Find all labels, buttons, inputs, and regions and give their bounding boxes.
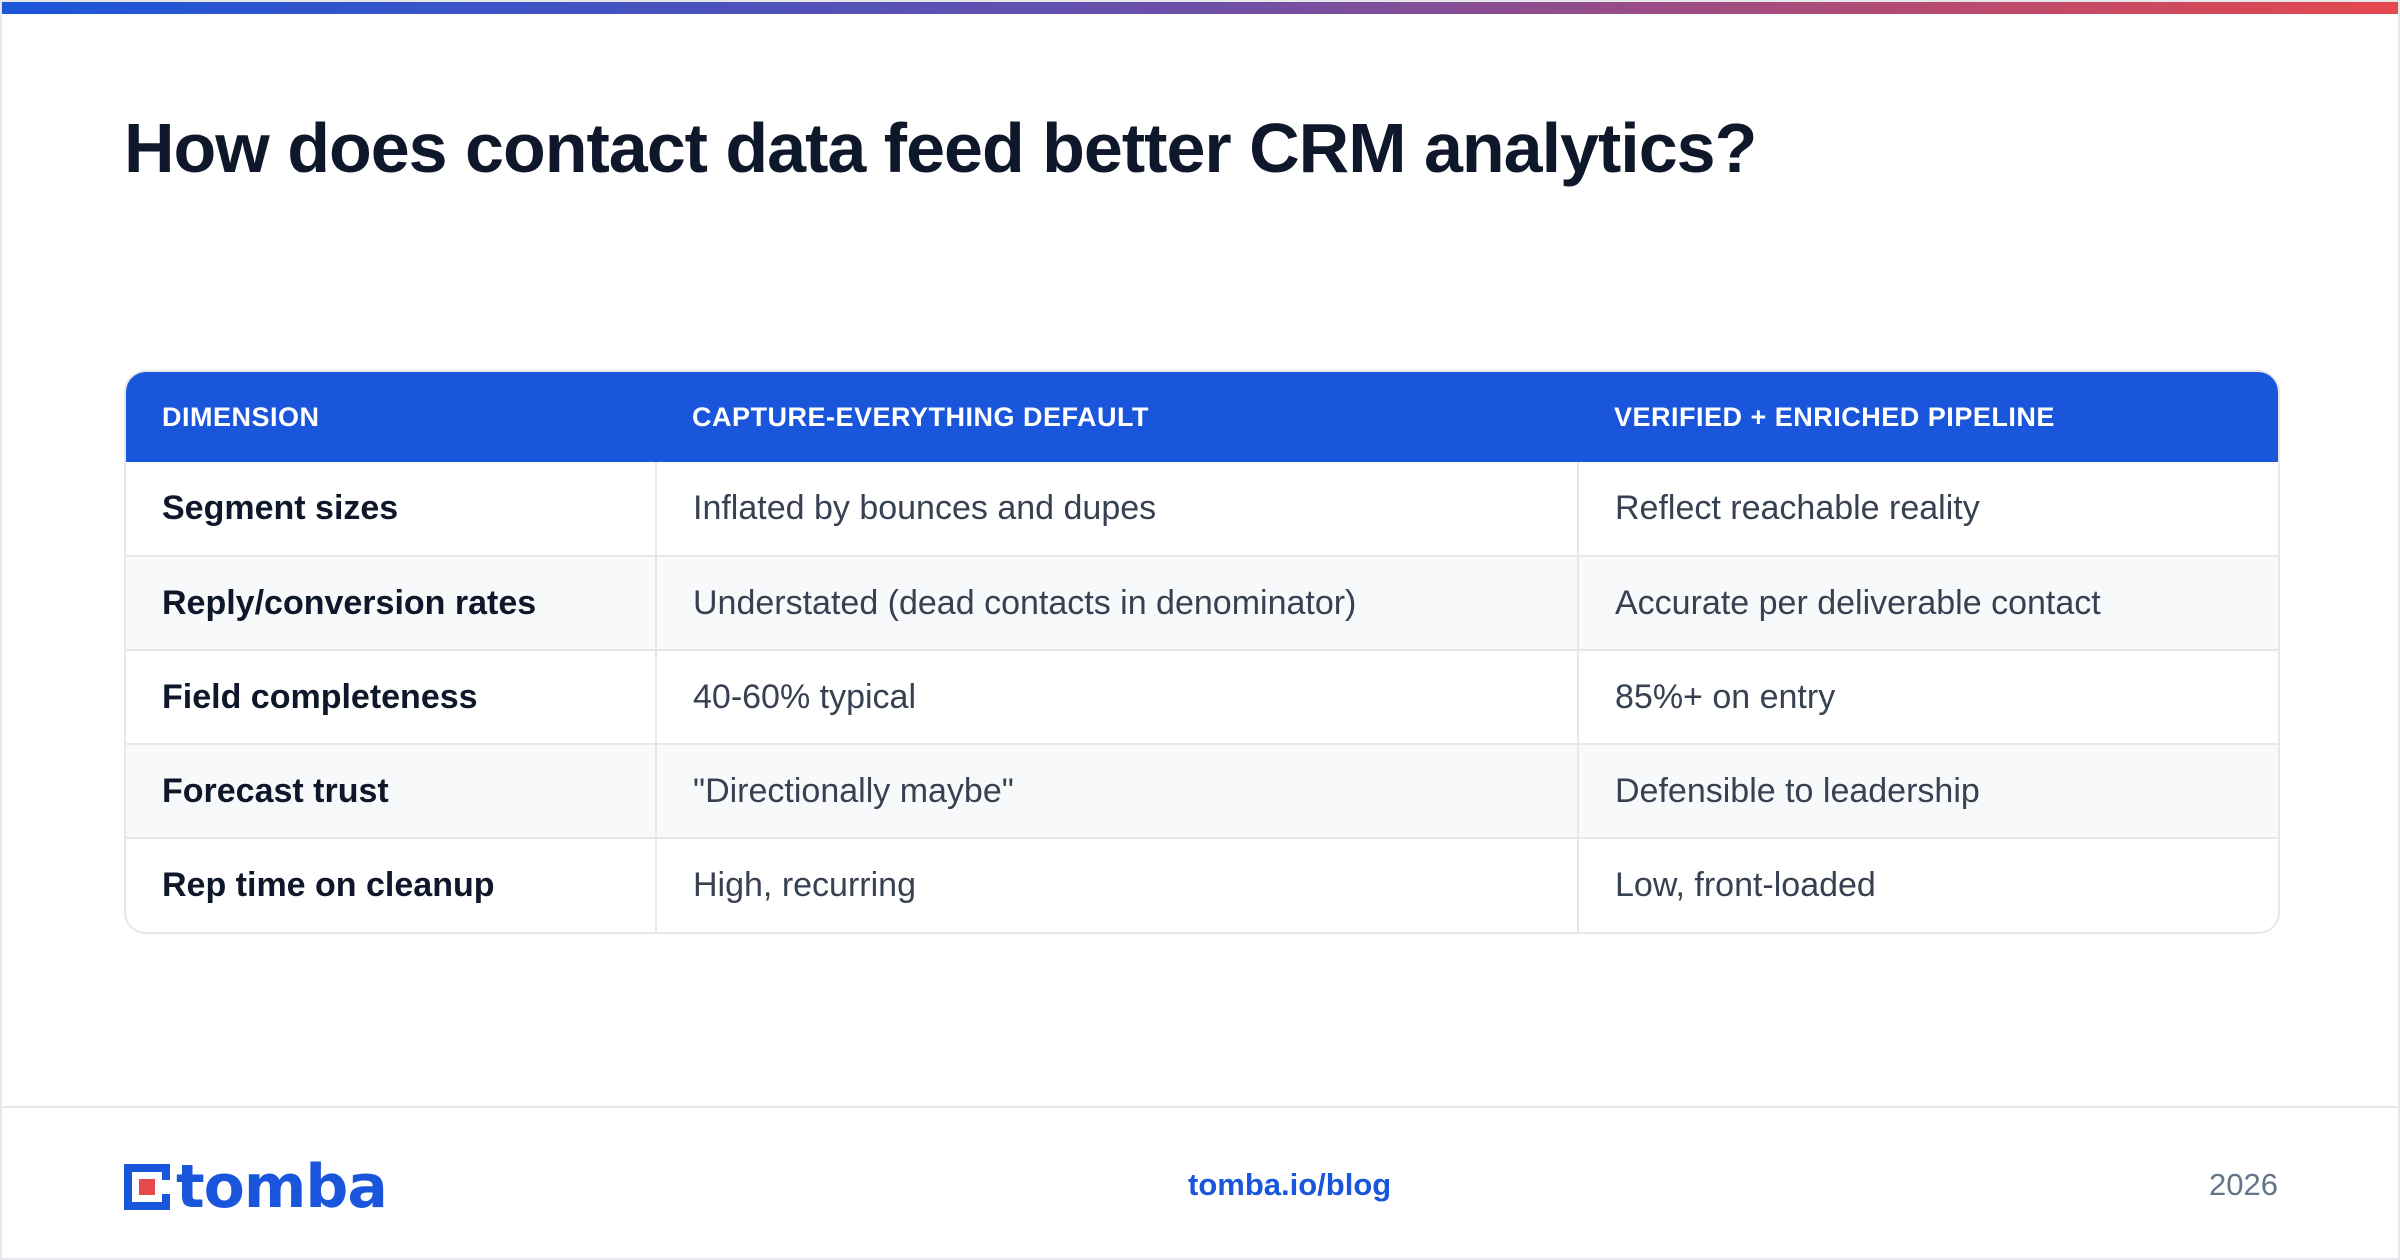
header-capture-everything: CAPTURE-EVERYTHING DEFAULT: [692, 401, 1150, 432]
header-dimension: DIMENSION: [162, 401, 320, 432]
row-default-value: High, recurring: [655, 837, 1578, 932]
table-header-row: DIMENSION CAPTURE-EVERYTHING DEFAULT VER…: [126, 372, 2278, 462]
row-dimension: Forecast trust: [126, 743, 656, 838]
logo-wordmark: tomba: [176, 1152, 388, 1222]
row-dimension: Field completeness: [126, 649, 656, 744]
blog-link[interactable]: tomba.io/blog: [1188, 1167, 1392, 1202]
row-default-value: Inflated by bounces and dupes: [655, 462, 1578, 556]
row-verified-value: Accurate per deliverable contact: [1577, 555, 2278, 650]
top-gradient-bar: [2, 2, 2398, 14]
row-verified-value: Defensible to leadership: [1577, 743, 2278, 838]
row-verified-value: Low, front-loaded: [1577, 837, 2278, 932]
row-dimension: Segment sizes: [162, 489, 399, 527]
table-row: Field completeness 40-60% typical 85%+ o…: [126, 649, 2278, 744]
page-title: How does contact data feed better CRM an…: [124, 109, 1757, 187]
footer-divider: [2, 1106, 2398, 1108]
footer-year: 2026: [2209, 1167, 2278, 1202]
header-verified-enriched: VERIFIED + ENRICHED PIPELINE: [1614, 401, 2055, 432]
table-row: Reply/conversion rates Understated (dead…: [126, 555, 2278, 650]
comparison-table: DIMENSION CAPTURE-EVERYTHING DEFAULT VER…: [124, 370, 2280, 934]
table-row: Segment sizes Inflated by bounces and du…: [126, 462, 2278, 556]
row-default-value: Understated (dead contacts in denominato…: [655, 555, 1578, 650]
table: DIMENSION CAPTURE-EVERYTHING DEFAULT VER…: [126, 372, 2278, 932]
table-row: Forecast trust "Directionally maybe" Def…: [126, 743, 2278, 838]
tomba-logo-icon: [124, 1164, 170, 1210]
row-default-value: "Directionally maybe": [655, 743, 1578, 838]
row-default-value: 40-60% typical: [655, 649, 1578, 744]
row-verified-value: Reflect reachable reality: [1577, 462, 2278, 556]
row-dimension: Reply/conversion rates: [126, 555, 656, 650]
row-dimension: Rep time on cleanup: [126, 837, 656, 932]
tomba-logo: tomba: [124, 1152, 388, 1222]
row-verified-value: 85%+ on entry: [1577, 649, 2278, 744]
table-row: Rep time on cleanup High, recurring Low,…: [126, 837, 2278, 932]
